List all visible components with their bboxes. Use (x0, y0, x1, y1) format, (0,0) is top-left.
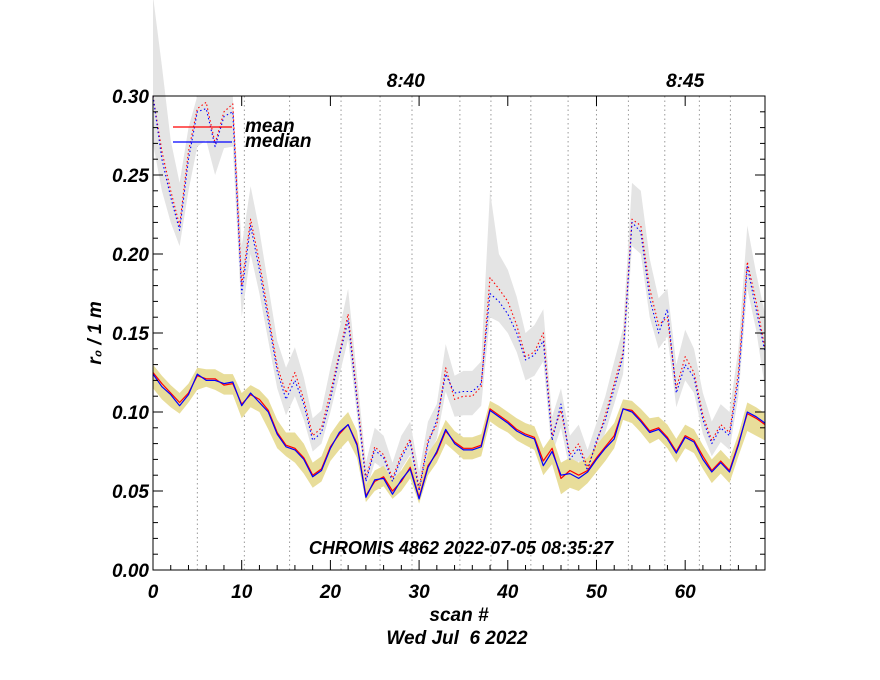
series-lines (152, 95, 766, 500)
time-tick-label: 8:40 (387, 71, 425, 92)
x-tick-label: 10 (231, 582, 253, 603)
y-tick-label: 0.25 (112, 166, 149, 187)
time-tick-label: 8:45 (666, 71, 704, 92)
y-tick-label: 0.30 (112, 87, 149, 108)
legend-mean-label: mean (245, 116, 295, 137)
x-axis-title: scan # (429, 605, 489, 626)
y-tick-label: 0.20 (112, 245, 149, 266)
y-tick-label: 0.15 (112, 324, 149, 345)
axis-ticks: 0 10 20 30 40 50 60 0.00 0.05 0.10 0.15 0.20 0.25 0.3… (112, 71, 765, 603)
y-tick-label: 0.05 (112, 482, 149, 503)
x-tick-label: 0 (148, 582, 159, 603)
y-tick-label: 0.00 (112, 561, 149, 582)
plot-frame (152, 95, 766, 571)
x-tick-label: 40 (496, 582, 519, 603)
date-label: Wed Jul 6 2022 (386, 628, 528, 649)
x-tick-label: 50 (586, 582, 608, 603)
legend-median-label: median (245, 131, 312, 152)
high-median-line (152, 95, 766, 492)
low-median-line (152, 373, 766, 500)
y-axis-title: r₀ / 1 m (85, 301, 106, 365)
minute-gridlines (196, 96, 731, 570)
y-tick-label: 0.10 (112, 403, 149, 424)
spread-bands (153, 0, 765, 504)
observation-annotation: CHROMIS 4862 2022-07-05 08:35:27 (309, 538, 614, 558)
x-tick-label: 60 (675, 582, 697, 603)
high-spread-band (153, 0, 765, 499)
legend: mean median (173, 116, 312, 152)
low-spread-band (153, 364, 765, 504)
x-tick-label: 20 (319, 582, 342, 603)
x-tick-label: 30 (409, 582, 431, 603)
